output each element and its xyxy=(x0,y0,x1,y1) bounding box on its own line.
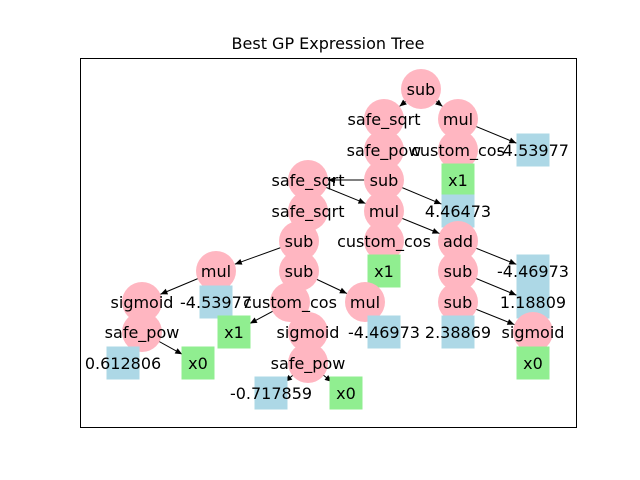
operator-node xyxy=(438,99,478,139)
node-label: mul xyxy=(369,202,399,221)
node-label: mul xyxy=(201,262,231,281)
operator-node xyxy=(438,282,478,322)
operator-node xyxy=(345,282,385,322)
operator-node xyxy=(279,251,319,291)
constant-node xyxy=(516,254,550,288)
node-label: custom_cos xyxy=(337,232,431,252)
operator-node xyxy=(364,221,404,261)
edge-arrowhead xyxy=(508,137,517,144)
node-label: sigmoid xyxy=(277,323,340,342)
node-label: safe_sqrt xyxy=(272,171,345,191)
constant-node xyxy=(367,315,401,349)
node-label: safe_sqrt xyxy=(272,202,345,222)
node-label: sub xyxy=(444,293,473,312)
edge-arrowhead xyxy=(249,317,258,324)
operator-node xyxy=(122,282,162,322)
node-label: -0.717859 xyxy=(230,384,312,403)
edge-arrowhead xyxy=(357,198,366,204)
node-label: -4.53977 xyxy=(497,141,569,160)
edge-arrowhead xyxy=(431,228,440,234)
edge-arrowhead xyxy=(234,259,243,265)
edge-arrowhead xyxy=(328,177,335,183)
edge-arrowhead xyxy=(433,198,442,205)
node-label: sub xyxy=(444,262,473,281)
node-label: sigmoid xyxy=(111,293,174,312)
node-label: mul xyxy=(443,110,473,129)
node-label: 2.38869 xyxy=(425,323,491,342)
operator-node xyxy=(196,251,236,291)
operator-node xyxy=(364,99,404,139)
plot-frame xyxy=(80,58,577,428)
operator-node xyxy=(513,312,553,352)
edge-arrowhead xyxy=(435,99,443,107)
node-label: sub xyxy=(370,171,399,190)
node-label: custom_cos xyxy=(243,293,337,313)
operator-node xyxy=(438,221,478,261)
node-label: 4.46473 xyxy=(425,202,491,221)
operator-node xyxy=(288,191,328,231)
constant-node xyxy=(516,133,550,167)
figure-title: Best GP Expression Tree xyxy=(232,34,425,53)
variable-node xyxy=(441,163,475,197)
constant-node xyxy=(106,346,140,380)
node-label: safe_pow xyxy=(271,354,346,374)
operator-node xyxy=(122,312,162,352)
operator-node xyxy=(288,160,328,200)
node-label: 0.612806 xyxy=(85,354,161,373)
variable-node xyxy=(367,254,401,288)
operator-node xyxy=(364,191,404,231)
constant-node xyxy=(254,376,288,410)
node-label: safe_sqrt xyxy=(348,110,421,130)
operator-node xyxy=(270,282,310,322)
operator-node xyxy=(364,160,404,200)
node-label: x1 xyxy=(224,323,244,342)
node-label: custom_cos xyxy=(411,141,505,161)
edge-arrowhead xyxy=(160,288,169,295)
node-label: -4.53977 xyxy=(180,293,252,312)
node-label: safe_pow xyxy=(105,323,180,343)
edge-arrowhead xyxy=(508,258,517,265)
node-label: sub xyxy=(407,80,436,99)
constant-node xyxy=(199,285,233,319)
edge-arrowhead xyxy=(506,319,515,325)
node-label: sub xyxy=(285,232,314,251)
edge-arrowhead xyxy=(339,287,347,294)
node-label: mul xyxy=(350,293,380,312)
edge-arrowhead xyxy=(399,99,407,107)
node-label: x0 xyxy=(523,354,543,373)
node-label: x0 xyxy=(336,384,356,403)
operator-node xyxy=(288,343,328,383)
node-label: x1 xyxy=(448,171,468,190)
node-label: -4.46973 xyxy=(497,262,569,281)
node-label: safe_pow xyxy=(347,141,422,161)
edge-arrowhead xyxy=(174,348,183,355)
operator-node xyxy=(288,312,328,352)
variable-node xyxy=(329,376,363,410)
node-label: -4.46973 xyxy=(348,323,420,342)
edge-arrowhead xyxy=(508,289,517,296)
operator-node xyxy=(438,130,478,170)
node-label: x1 xyxy=(374,262,394,281)
variable-node xyxy=(516,346,550,380)
operator-node xyxy=(279,221,319,261)
variable-node xyxy=(181,346,215,380)
node-label: x0 xyxy=(188,354,208,373)
node-label: sigmoid xyxy=(502,323,565,342)
node-label: sub xyxy=(285,262,314,281)
variable-node xyxy=(217,315,251,349)
constant-node xyxy=(441,315,475,349)
node-label: 1.18809 xyxy=(500,293,566,312)
operator-node xyxy=(401,69,441,109)
operator-node xyxy=(364,130,404,170)
node-label: add xyxy=(443,232,473,251)
operator-node xyxy=(438,251,478,291)
